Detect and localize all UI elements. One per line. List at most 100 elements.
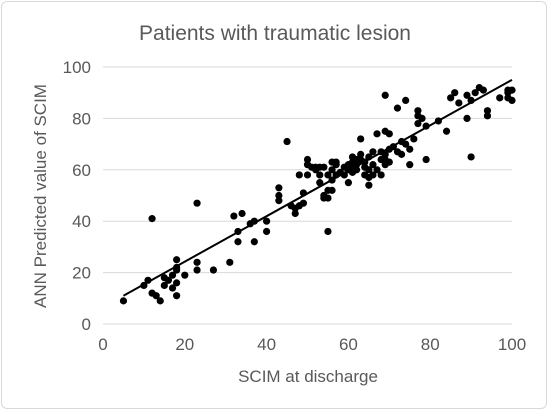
- data-point: [418, 114, 426, 122]
- trendline: [122, 78, 513, 297]
- data-point: [369, 171, 377, 179]
- data-point: [324, 194, 332, 202]
- data-point: [377, 171, 385, 179]
- data-point: [250, 238, 258, 246]
- x-axis-label: SCIM at discharge: [238, 367, 378, 386]
- chart-title: Patients with traumatic lesion: [139, 22, 411, 45]
- data-point: [402, 140, 410, 148]
- data-point: [164, 276, 173, 284]
- data-point: [283, 137, 291, 146]
- data-point: [385, 158, 393, 166]
- data-points: [119, 83, 516, 305]
- data-point: [385, 130, 393, 138]
- data-point: [414, 107, 422, 115]
- data-point: [238, 209, 246, 218]
- x-tick-label: 100: [498, 335, 526, 354]
- y-tick-label: 20: [72, 264, 91, 283]
- data-point: [397, 150, 406, 158]
- data-point: [483, 107, 492, 115]
- data-point: [402, 96, 410, 105]
- data-point: [447, 94, 455, 102]
- data-point: [479, 86, 487, 94]
- x-tick-label: 80: [421, 335, 440, 354]
- data-point: [451, 89, 459, 97]
- data-point: [369, 148, 377, 156]
- data-point: [160, 281, 168, 290]
- data-point: [467, 153, 475, 161]
- data-point: [275, 197, 283, 205]
- data-point: [422, 155, 430, 164]
- data-point: [381, 150, 389, 158]
- data-point: [483, 112, 492, 120]
- data-point: [181, 271, 189, 279]
- data-point: [393, 104, 402, 112]
- data-point: [508, 86, 516, 94]
- data-point: [357, 150, 365, 158]
- data-point: [193, 199, 201, 207]
- data-point: [365, 181, 373, 189]
- x-tick-label: 40: [257, 335, 276, 354]
- data-point: [291, 209, 299, 218]
- trendline-group: [122, 78, 513, 297]
- data-point: [173, 256, 181, 264]
- y-tick-labels: 0 20 40 60 80 100: [63, 58, 91, 334]
- data-point: [303, 155, 312, 164]
- data-point: [295, 171, 303, 179]
- data-point: [463, 114, 471, 122]
- x-tick-label: 20: [175, 335, 194, 354]
- data-point: [365, 166, 373, 174]
- data-point: [316, 171, 324, 179]
- data-point: [152, 292, 160, 300]
- data-point: [414, 119, 422, 128]
- x-tick-label: 0: [98, 335, 107, 354]
- data-point: [381, 91, 389, 99]
- data-point: [316, 179, 324, 187]
- data-point: [373, 166, 381, 174]
- data-point: [455, 99, 463, 107]
- data-point: [496, 94, 504, 102]
- data-point: [275, 184, 283, 192]
- data-point: [320, 163, 328, 171]
- data-point: [324, 171, 332, 179]
- data-point: [226, 258, 234, 266]
- data-point: [332, 161, 340, 169]
- data-point: [373, 130, 381, 138]
- data-point: [463, 91, 471, 99]
- data-point: [168, 284, 177, 292]
- data-point: [193, 266, 201, 274]
- data-point: [357, 135, 365, 143]
- y-axis-label: ANN Predicted value of SCIM: [31, 84, 50, 308]
- data-point: [299, 199, 308, 207]
- x-tick-labels: 0 20 40 60 80 100: [98, 335, 526, 354]
- data-point: [344, 179, 352, 187]
- data-point: [209, 266, 218, 274]
- data-point: [324, 227, 332, 236]
- data-point: [369, 161, 377, 169]
- data-point: [471, 89, 479, 97]
- y-tick-label: 80: [72, 109, 91, 128]
- data-point: [442, 127, 451, 135]
- data-point: [173, 279, 181, 287]
- data-point: [410, 135, 418, 143]
- data-point: [275, 191, 283, 200]
- y-tick-label: 60: [72, 161, 91, 180]
- data-point: [119, 297, 128, 305]
- data-point: [263, 217, 271, 225]
- data-point: [193, 258, 201, 266]
- data-point: [303, 171, 312, 179]
- data-point: [263, 227, 271, 236]
- y-tick-label: 100: [63, 58, 91, 77]
- y-tick-label: 40: [72, 212, 91, 231]
- data-point: [328, 186, 336, 194]
- data-point: [148, 215, 156, 223]
- data-point: [328, 166, 336, 174]
- data-point: [406, 145, 414, 153]
- x-tick-label: 60: [339, 335, 358, 354]
- data-point: [406, 161, 414, 169]
- data-point: [156, 297, 164, 305]
- data-point: [168, 271, 177, 279]
- data-point: [173, 292, 181, 300]
- data-point: [508, 96, 516, 105]
